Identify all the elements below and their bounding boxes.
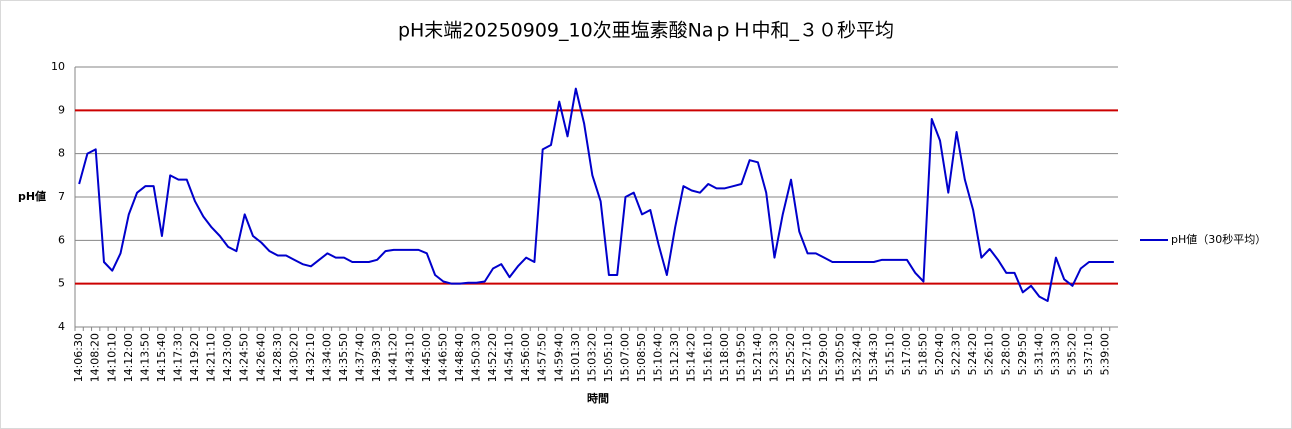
x-tick-label: 15:27:10	[801, 333, 814, 382]
y-tick-label: 10	[51, 60, 65, 73]
x-tick-label: 15:03:20	[585, 333, 598, 382]
x-tick-label: 14:35:50	[337, 333, 350, 382]
x-tick-label: 14:32:10	[304, 333, 317, 382]
x-tick-label: 5:17:00	[900, 333, 913, 375]
x-tick-label: 15:07:00	[618, 333, 631, 382]
y-tick-label: 8	[58, 147, 65, 160]
x-tick-label: 14:23:00	[221, 333, 234, 382]
x-tick-label: 14:48:40	[453, 333, 466, 382]
legend-label: pH値（30秒平均）	[1171, 232, 1266, 246]
x-tick-label: 14:19:20	[188, 333, 201, 382]
x-tick-label: 14:06:30	[72, 333, 85, 382]
x-tick-label: 15:23:30	[767, 333, 780, 382]
x-tick-label: 5:20:40	[933, 333, 946, 375]
x-tick-label: 15:34:30	[867, 333, 880, 382]
x-tick-label: 14:12:00	[122, 333, 135, 382]
x-tick-label: 15:08:50	[635, 333, 648, 382]
x-tick-label: 15:05:10	[602, 333, 615, 382]
x-axis-title: 時間	[587, 391, 609, 405]
x-tick-label: 14:37:40	[354, 333, 367, 382]
x-tick-label: 14:13:50	[138, 333, 151, 382]
x-tick-label: 14:39:30	[370, 333, 383, 382]
x-tick-label: 5:24:20	[966, 333, 979, 375]
y-tick-label: 5	[58, 277, 65, 290]
y-tick-label: 9	[58, 103, 65, 116]
x-tick-label: 15:19:50	[734, 333, 747, 382]
x-tick-label: 5:26:10	[983, 333, 996, 375]
x-tick-label: 14:54:10	[503, 333, 516, 382]
x-tick-label: 14:21:10	[205, 333, 218, 382]
y-tick-label: 7	[58, 190, 65, 203]
x-tick-label: 14:59:40	[552, 333, 565, 382]
x-tick-label: 14:15:40	[155, 333, 168, 382]
x-tick-label: 15:12:30	[668, 333, 681, 382]
x-tick-label: 14:56:00	[519, 333, 532, 382]
x-tick-label: 5:15:10	[883, 333, 896, 375]
x-tick-label: 14:30:20	[287, 333, 300, 382]
x-tick-label: 15:14:20	[685, 333, 698, 382]
x-tick-label: 14:46:50	[436, 333, 449, 382]
x-tick-label: 14:24:50	[238, 333, 251, 382]
chart-title: pH末端20250909_10次亜塩素酸NaｐＨ中和_３０秒平均	[398, 20, 894, 42]
x-tick-label: 14:28:30	[271, 333, 284, 382]
x-tick-label: 14:45:00	[420, 333, 433, 382]
y-tick-label: 6	[58, 233, 65, 246]
x-tick-label: 14:17:30	[171, 333, 184, 382]
x-tick-label: 5:33:30	[1049, 333, 1062, 375]
x-tick-label: 5:28:00	[999, 333, 1012, 375]
x-tick-label: 5:18:50	[916, 333, 929, 375]
x-tick-label: 5:35:20	[1065, 333, 1078, 375]
x-tick-label: 14:10:10	[105, 333, 118, 382]
x-tick-label: 15:25:20	[784, 333, 797, 382]
y-tick-label: 4	[58, 320, 65, 333]
x-tick-label: 14:08:20	[89, 333, 102, 382]
x-tick-label: 5:22:30	[950, 333, 963, 375]
x-tick-label: 15:29:00	[817, 333, 830, 382]
x-tick-label: 5:37:10	[1082, 333, 1095, 375]
x-tick-label: 15:18:00	[718, 333, 731, 382]
x-tick-label: 5:29:50	[1016, 333, 1029, 375]
data-line	[78, 87, 1114, 302]
x-tick-label: 14:26:40	[254, 333, 267, 382]
x-tick-label: 15:32:40	[850, 333, 863, 382]
x-tick-label: 15:10:40	[652, 333, 665, 382]
x-tick-label: 5:31:40	[1032, 333, 1045, 375]
x-tick-label: 15:21:40	[751, 333, 764, 382]
x-tick-label: 14:50:30	[469, 333, 482, 382]
x-tick-label: 5:39:00	[1099, 333, 1112, 375]
x-tick-label: 15:30:50	[834, 333, 847, 382]
x-tick-label: 15:01:30	[569, 333, 582, 382]
x-tick-label: 14:43:10	[403, 333, 416, 382]
x-tick-label: 15:16:10	[701, 333, 714, 382]
y-axis-title: pH値	[18, 189, 46, 203]
x-tick-label: 14:34:00	[320, 333, 333, 382]
x-tick-label: 14:41:20	[387, 333, 400, 382]
x-tick-label: 14:57:50	[536, 333, 549, 382]
x-tick-label: 14:52:20	[486, 333, 499, 382]
